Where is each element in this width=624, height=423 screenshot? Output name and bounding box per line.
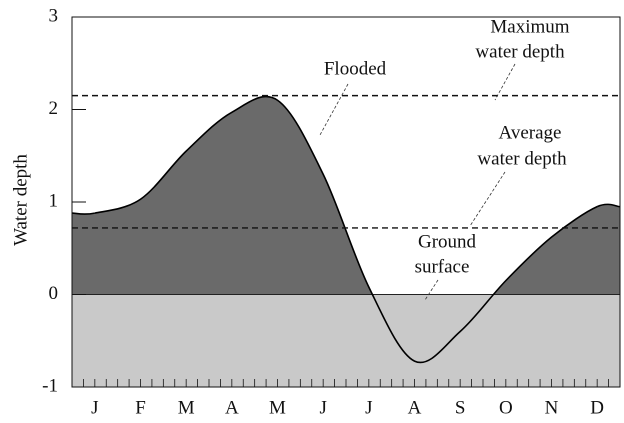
annotation: Maximum — [490, 16, 569, 37]
flooded-area — [72, 96, 620, 295]
ground — [72, 294, 620, 387]
x-tick-label: S — [455, 397, 466, 418]
water-line-end — [596, 203, 621, 208]
y-tick-label: 2 — [49, 98, 59, 119]
x-tick-label: A — [225, 397, 239, 418]
x-tick-label: M — [178, 397, 195, 418]
annotation: surface — [415, 256, 470, 277]
x-tick-label: J — [319, 397, 326, 418]
x-tick-label: J — [91, 397, 98, 418]
x-tick-label: A — [408, 397, 422, 418]
y-tick-label: 3 — [49, 5, 59, 26]
y-tick-label: 0 — [49, 283, 59, 304]
annotation: water depth — [477, 148, 567, 169]
annotation: water depth — [475, 41, 565, 62]
annotation: Flooded — [324, 58, 387, 79]
x-tick-label: M — [269, 397, 286, 418]
annotation: Average — [499, 122, 562, 143]
y-tick-label: 1 — [49, 190, 59, 211]
x-tick-label: N — [545, 397, 559, 418]
x-tick-label: J — [365, 397, 372, 418]
x-tick-label: D — [590, 397, 604, 418]
plot: -1 0 1 2 3 J F M A M J J A S O N D — [42, 5, 621, 418]
water-line-end — [71, 212, 95, 215]
x-tick-label: F — [135, 397, 146, 418]
x-tick-label: O — [499, 397, 513, 418]
y-tick-label: -1 — [42, 375, 58, 396]
leader-lines — [319, 63, 516, 301]
y-axis-label: Water depth — [10, 154, 31, 246]
annotation: Ground — [418, 231, 477, 252]
water-line — [94, 95, 598, 364]
